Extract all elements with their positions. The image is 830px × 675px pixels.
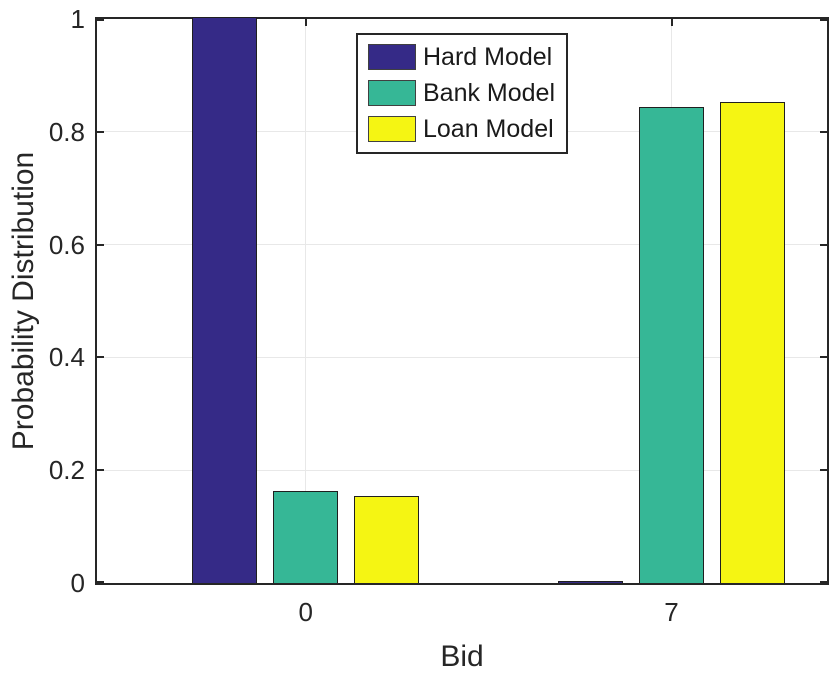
gridline-horizontal: [97, 356, 827, 358]
gridline-vertical: [305, 19, 307, 583]
y-tick-mark: [97, 356, 104, 359]
y-tick-label: 0.6: [48, 229, 85, 260]
x-tick-label: 7: [664, 597, 679, 627]
bar-loan-model-bid-7: [720, 102, 785, 583]
bar-hard-model-bid-7: [558, 581, 623, 583]
y-tick-mark: [97, 243, 104, 246]
bar-loan-model-bid-0: [354, 496, 420, 583]
y-tick-mark: [97, 581, 104, 583]
gridline-horizontal: [97, 244, 827, 246]
x-tick-mark: [670, 19, 673, 26]
y-tick-mark: [820, 581, 827, 583]
y-tick-label: 0.4: [48, 342, 85, 373]
legend-swatch-bank-model: [368, 80, 416, 106]
y-tick-mark: [820, 356, 827, 359]
legend: Hard Model Bank Model Loan Model: [356, 33, 568, 154]
legend-swatch-loan-model: [368, 116, 416, 142]
y-tick-mark: [97, 19, 104, 21]
gridline-horizontal: [97, 469, 827, 471]
bar-hard-model-bid-0: [192, 17, 258, 583]
legend-label: Loan Model: [423, 114, 554, 143]
x-tick-mark: [304, 19, 307, 26]
legend-label: Bank Model: [423, 78, 556, 107]
x-tick-label: 0: [298, 597, 313, 627]
y-tick-mark: [820, 469, 827, 472]
x-axis-title: Bid: [440, 640, 484, 673]
y-tick-label: 0.2: [48, 455, 85, 486]
y-tick-mark: [820, 243, 827, 246]
y-tick-mark: [820, 19, 827, 21]
y-tick-mark: [97, 469, 104, 472]
y-tick-label: 0.8: [48, 116, 85, 147]
legend-row: Loan Model: [358, 111, 566, 147]
y-tick-mark: [820, 130, 827, 133]
y-tick-label: 1: [70, 4, 85, 34]
bar-bank-model-bid-0: [273, 491, 339, 583]
y-tick-label: 0: [70, 568, 85, 598]
legend-swatch-hard-model: [368, 44, 416, 70]
bar-bank-model-bid-7: [639, 107, 704, 583]
y-axis-title: Probability Distribution: [7, 151, 40, 451]
legend-row: Hard Model: [358, 39, 566, 75]
y-tick-mark: [97, 130, 104, 133]
legend-row: Bank Model: [358, 75, 566, 111]
legend-label: Hard Model: [423, 42, 553, 71]
